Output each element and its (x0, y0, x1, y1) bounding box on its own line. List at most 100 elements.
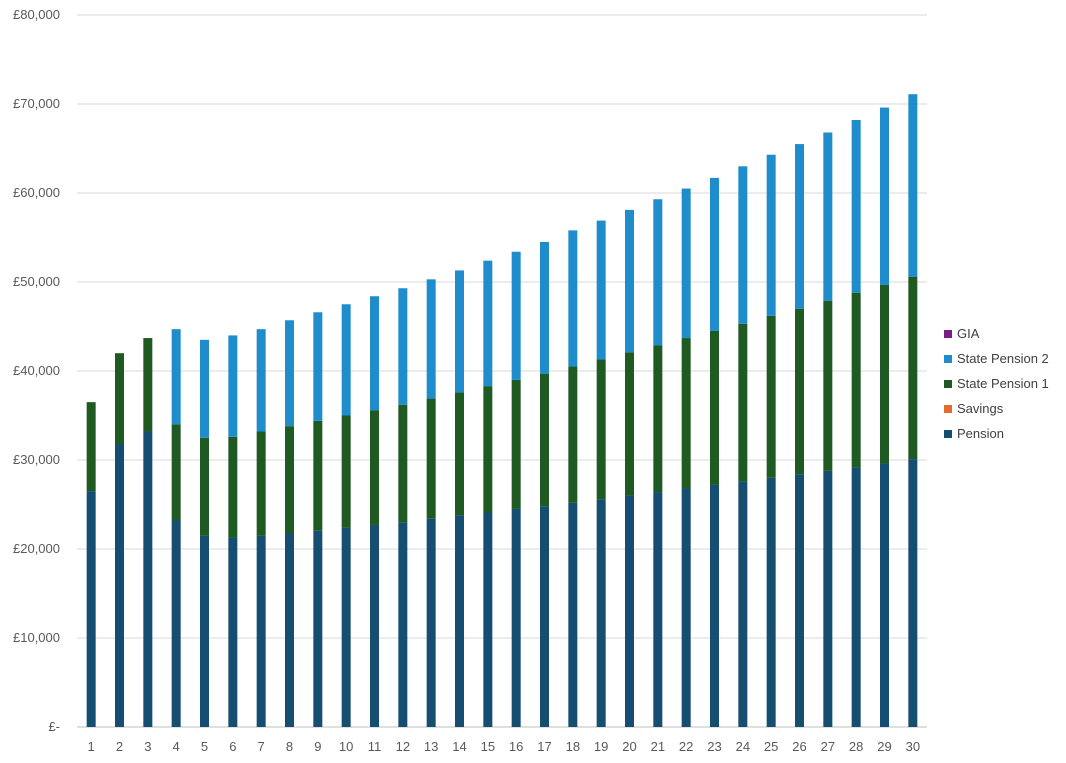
bar-segment-state-pension-1 (285, 426, 294, 533)
bar-segment-state-pension-2 (681, 188, 691, 339)
x-tick-label: 17 (537, 739, 551, 754)
bar-segment-state-pension-2 (228, 335, 238, 437)
bar-segment-pension (710, 484, 719, 727)
bar-segment-pension (398, 522, 408, 727)
bar-segment-pension (370, 524, 379, 727)
bar-segment-state-pension-1 (908, 276, 918, 460)
bar-segment-state-pension-1 (115, 353, 124, 444)
y-tick-label: £20,000 (13, 541, 60, 556)
legend-swatch (944, 429, 952, 438)
bar-segment-pension (285, 532, 294, 727)
bar-segment-state-pension-1 (426, 398, 436, 519)
legend-swatch (944, 329, 952, 338)
bar-segment-state-pension-2 (880, 107, 889, 285)
bar-segment-state-pension-2 (426, 279, 436, 399)
bar-segment-pension (228, 537, 238, 727)
bar-segment-pension (256, 535, 266, 727)
bar-segment-pension (851, 467, 861, 727)
x-tick-label: 12 (396, 739, 410, 754)
x-tick-label: 24 (736, 739, 750, 754)
legend-swatch (944, 379, 952, 388)
x-tick-label: 23 (707, 739, 721, 754)
bar-segment-state-pension-1 (313, 420, 323, 531)
bar-segment-pension (341, 527, 351, 727)
y-tick-label: £- (48, 719, 60, 734)
bar-segment-state-pension-2 (625, 209, 634, 353)
bar-segment-state-pension-1 (795, 308, 804, 475)
gridlines (77, 14, 927, 728)
x-tick-label: 10 (339, 739, 353, 754)
legend-label: Savings (957, 401, 1004, 416)
bar-segment-state-pension-1 (653, 345, 663, 493)
bar-segment-pension (880, 463, 889, 727)
bar-segment-state-pension-2 (596, 220, 606, 360)
x-tick-label: 20 (622, 739, 636, 754)
x-tick-label: 16 (509, 739, 523, 754)
x-tick-label: 14 (452, 739, 466, 754)
bar-segment-pension (823, 470, 833, 727)
y-tick-label: £30,000 (13, 452, 60, 467)
bar-segment-state-pension-1 (370, 410, 379, 525)
bar-segment-state-pension-1 (483, 386, 493, 513)
bar-segment-pension (483, 512, 493, 727)
bar-segment-state-pension-1 (823, 300, 833, 471)
x-tick-label: 25 (764, 739, 778, 754)
bar-segment-pension (115, 443, 124, 727)
bar-segment-state-pension-2 (370, 296, 379, 411)
bar-segment-state-pension-2 (653, 199, 663, 346)
bar-segment-state-pension-2 (568, 230, 578, 367)
bar-segment-pension (426, 518, 436, 727)
bar-segment-pension (568, 502, 578, 727)
bar-segment-pension (795, 474, 804, 727)
y-tick-label: £80,000 (13, 7, 60, 22)
x-tick-label: 6 (229, 739, 236, 754)
bar-segment-state-pension-1 (171, 424, 181, 521)
bar-segment-state-pension-2 (455, 270, 464, 393)
bar-segment-pension (200, 535, 209, 727)
bar-segment-pension (625, 495, 634, 727)
bar-segment-state-pension-1 (455, 392, 464, 516)
bar-segment-state-pension-1 (625, 352, 634, 496)
bar-segment-pension (143, 431, 153, 727)
x-tick-label: 5 (201, 739, 208, 754)
bar-segment-state-pension-2 (256, 329, 266, 432)
bar-segment-state-pension-2 (823, 132, 833, 301)
legend-label: State Pension 2 (957, 351, 1049, 366)
bar-segment-state-pension-2 (171, 329, 181, 425)
bar-segment-state-pension-2 (766, 154, 776, 316)
bar-segment-state-pension-1 (398, 404, 408, 523)
bar-segment-pension (766, 477, 776, 727)
x-tick-label: 29 (877, 739, 891, 754)
bar-segment-state-pension-1 (341, 415, 351, 528)
bar-segment-state-pension-2 (398, 288, 408, 405)
y-tick-label: £60,000 (13, 185, 60, 200)
bar-segment-state-pension-1 (256, 431, 266, 536)
legend-label: GIA (957, 326, 980, 341)
x-axis-tick-labels: 1 2 3 4 5 6 7 8 9 10 11 12 13 14 15 16 17 18 19 20 21 22 23 24 2… (88, 739, 921, 754)
x-tick-label: 27 (821, 739, 835, 754)
x-tick-label: 21 (651, 739, 665, 754)
legend-label: Pension (957, 426, 1004, 441)
bar-segment-pension (738, 481, 748, 727)
bar-segment-state-pension-2 (710, 177, 719, 331)
x-tick-label: 2 (116, 739, 123, 754)
legend: GIA State Pension 2 State Pension 1 Savings… (944, 321, 1049, 446)
bar-segment-state-pension-1 (681, 338, 691, 489)
x-tick-label: 9 (314, 739, 321, 754)
bar-segment-state-pension-1 (738, 323, 748, 482)
legend-label: State Pension 1 (957, 376, 1049, 391)
x-tick-label: 19 (594, 739, 608, 754)
bar-segment-state-pension-1 (200, 437, 209, 536)
bar-segment-pension (455, 515, 464, 727)
x-tick-label: 11 (368, 739, 382, 754)
bar-segment-state-pension-1 (143, 338, 153, 432)
y-tick-label: £10,000 (13, 630, 60, 645)
bar-segment-state-pension-2 (540, 241, 549, 374)
legend-item: State Pension 1 (944, 371, 1049, 396)
bar-segment-pension (908, 459, 918, 727)
x-tick-label: 30 (906, 739, 920, 754)
bar-segment-state-pension-2 (738, 166, 748, 324)
x-tick-label: 1 (88, 739, 95, 754)
bar-segment-state-pension-1 (568, 366, 578, 503)
